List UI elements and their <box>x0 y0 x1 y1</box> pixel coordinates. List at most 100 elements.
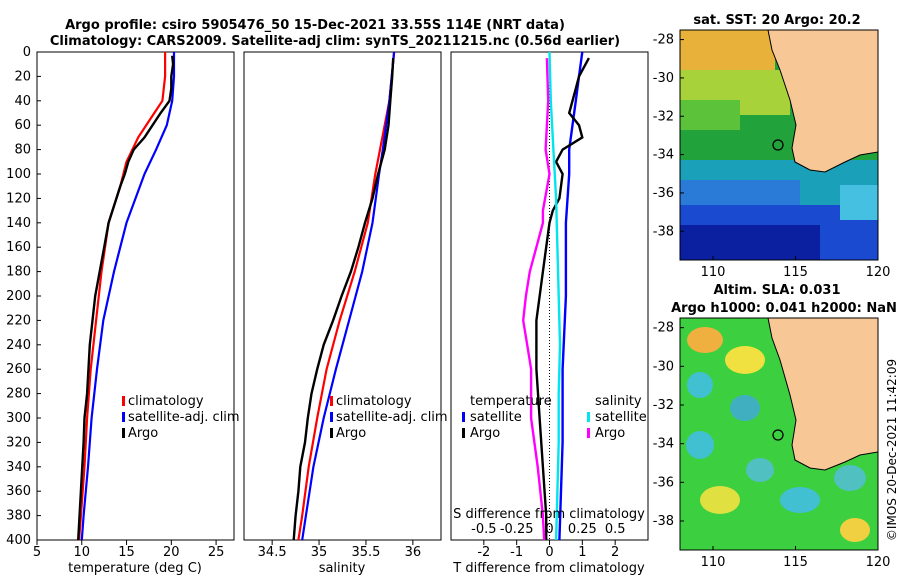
legend-swatch-climatology <box>122 396 125 406</box>
s-diff-tick-label: 0 <box>545 522 553 537</box>
salinity-axes-frame <box>243 51 442 541</box>
depth-tick-label: 320 <box>6 435 31 450</box>
temperature-axes-frame <box>36 51 235 541</box>
imos-timestamp: ©IMOS 20-Dec-2021 11:42:09 <box>885 359 899 541</box>
sst-lon-ticks: 110 115 120 <box>701 256 891 280</box>
temperature-x-tick-label: 5 <box>33 545 41 560</box>
temperature-satellite-line <box>80 52 176 541</box>
lon-tick-label: 115 <box>783 555 808 570</box>
sla-title-line1: Altim. SLA: 0.031 <box>714 283 841 298</box>
legend-label-argo: Argo <box>336 426 366 441</box>
depth-tick-label: 180 <box>6 265 31 280</box>
depth-tick-label: 60 <box>14 118 31 133</box>
depth-tick-label: 140 <box>6 216 31 231</box>
salinity-argo-line <box>292 58 395 541</box>
s-diff-argo-line <box>521 58 551 541</box>
sst-land <box>767 29 879 173</box>
lon-tick-label: 120 <box>866 265 891 280</box>
s-diff-tick-label: 0.5 <box>605 522 626 537</box>
legend-swatch-s-argo <box>587 428 590 438</box>
sst-map-panel: sat. SST: 20 Argo: 20.2 110 115 120 -28 -30… <box>653 13 891 280</box>
sst-map-frame <box>679 29 879 261</box>
t-diff-x-tick-label: 1 <box>578 545 586 560</box>
depth-tick-label: 400 <box>6 533 31 548</box>
salinity-legend: climatology satellite-adj. clim Argo <box>330 394 448 441</box>
lon-tick-label: 110 <box>701 555 726 570</box>
legend-label-argo: Argo <box>128 426 158 441</box>
lat-tick-label: -38 <box>653 514 674 529</box>
legend-title-salinity: salinity <box>595 394 642 409</box>
lat-tick-label: -30 <box>653 359 674 374</box>
difference-panel: -2 -1 0 1 2 -0.5 -0.25 0 0.25 0.5 S difference f… <box>450 51 649 576</box>
temperature-panel: 5 10 15 20 25 0 20 40 60 80 100 120 140 160 180 200 220… <box>6 45 239 576</box>
salinity-xlabel: salinity <box>319 561 366 576</box>
legend-swatch-argo <box>122 428 125 438</box>
depth-tick-label: 380 <box>6 509 31 524</box>
legend-swatch-satellite <box>122 412 125 422</box>
salinity-satellite-line <box>301 51 396 541</box>
t-diff-x-tick-label: -1 <box>510 545 523 560</box>
temperature-argo-line <box>77 55 175 541</box>
sst-profile-marker <box>772 139 784 151</box>
lon-tick-label: 110 <box>701 265 726 280</box>
lat-tick-label: -34 <box>653 148 674 163</box>
legend-label-t-satellite: satellite <box>470 410 522 425</box>
lat-tick-label: -36 <box>653 186 674 201</box>
depth-tick-label: 0 <box>23 45 31 60</box>
legend-swatch-t-argo <box>462 428 465 438</box>
salinity-series <box>292 51 396 541</box>
legend-title-temperature: temperature <box>470 394 552 409</box>
s-diff-tick-label: 0.25 <box>568 522 597 537</box>
legend-label-climatology: climatology <box>336 394 412 409</box>
sst-map-title: sat. SST: 20 Argo: 20.2 <box>693 13 860 28</box>
depth-tick-label: 220 <box>6 313 31 328</box>
legend-swatch-t-satellite <box>462 412 465 422</box>
lat-tick-label: -28 <box>653 33 674 48</box>
temperature-x-tick-label: 25 <box>208 545 225 560</box>
lon-tick-label: 120 <box>866 555 891 570</box>
s-diff-tick-label: -0.25 <box>500 522 534 537</box>
t-difference-x-ticks: -2 -1 0 1 2 <box>477 540 619 560</box>
temperature-x-tick-label: 15 <box>118 545 135 560</box>
sla-title-line2: Argo h1000: 0.041 h2000: NaN <box>671 301 897 316</box>
depth-tick-label: 340 <box>6 460 31 475</box>
difference-legend: temperature satellite Argo salinity sate… <box>462 394 647 441</box>
lat-tick-label: -28 <box>653 321 674 336</box>
salinity-x-tick-label: 35.5 <box>351 545 380 560</box>
legend-swatch-climatology <box>330 396 333 406</box>
depth-tick-label: 100 <box>6 167 31 182</box>
sla-profile-marker <box>772 429 784 441</box>
temperature-x-ticks: 5 10 15 20 25 <box>33 540 225 560</box>
salinity-x-ticks: 34.5 35 35.5 36 <box>258 540 421 560</box>
lon-tick-label: 115 <box>783 265 808 280</box>
s-diff-tick-label: -0.5 <box>471 522 496 537</box>
lat-tick-label: -38 <box>653 224 674 239</box>
lat-tick-label: -32 <box>653 109 674 124</box>
depth-tick-label: 240 <box>6 338 31 353</box>
t-diff-x-tick-label: 2 <box>611 545 619 560</box>
depth-tick-label: 160 <box>6 240 31 255</box>
difference-series <box>521 51 590 541</box>
temperature-x-tick-label: 20 <box>163 545 180 560</box>
legend-label-climatology: climatology <box>128 394 204 409</box>
sla-lat-ticks: -28 -30 -32 -34 -36 -38 <box>653 321 684 529</box>
salinity-x-tick-label: 36 <box>405 545 422 560</box>
legend-label-s-argo: Argo <box>595 426 625 441</box>
lat-tick-label: -36 <box>653 475 674 490</box>
depth-tick-label: 200 <box>6 289 31 304</box>
salinity-climatology-line <box>297 51 396 541</box>
depth-tick-label: 20 <box>14 69 31 84</box>
legend-swatch-argo <box>330 428 333 438</box>
s-difference-title: S difference from climatology <box>453 507 645 522</box>
figure-title-line1: Argo profile: csiro 5905476_50 15-Dec-20… <box>65 18 565 33</box>
temperature-x-tick-label: 10 <box>73 545 90 560</box>
sla-map-panel: Altim. SLA: 0.031 Argo h1000: 0.041 h200… <box>653 283 897 570</box>
s-diff-satellite-line <box>548 51 562 541</box>
legend-label-satellite: satellite-adj. clim <box>128 410 240 425</box>
depth-y-ticks: 0 20 40 60 80 100 120 140 160 180 200 220 240 260 280 3… <box>6 45 41 548</box>
t-diff-satellite-line <box>558 51 584 541</box>
sla-lon-ticks: 110 115 120 <box>701 546 891 570</box>
t-diff-x-tick-label: -2 <box>477 545 490 560</box>
depth-tick-label: 260 <box>6 362 31 377</box>
